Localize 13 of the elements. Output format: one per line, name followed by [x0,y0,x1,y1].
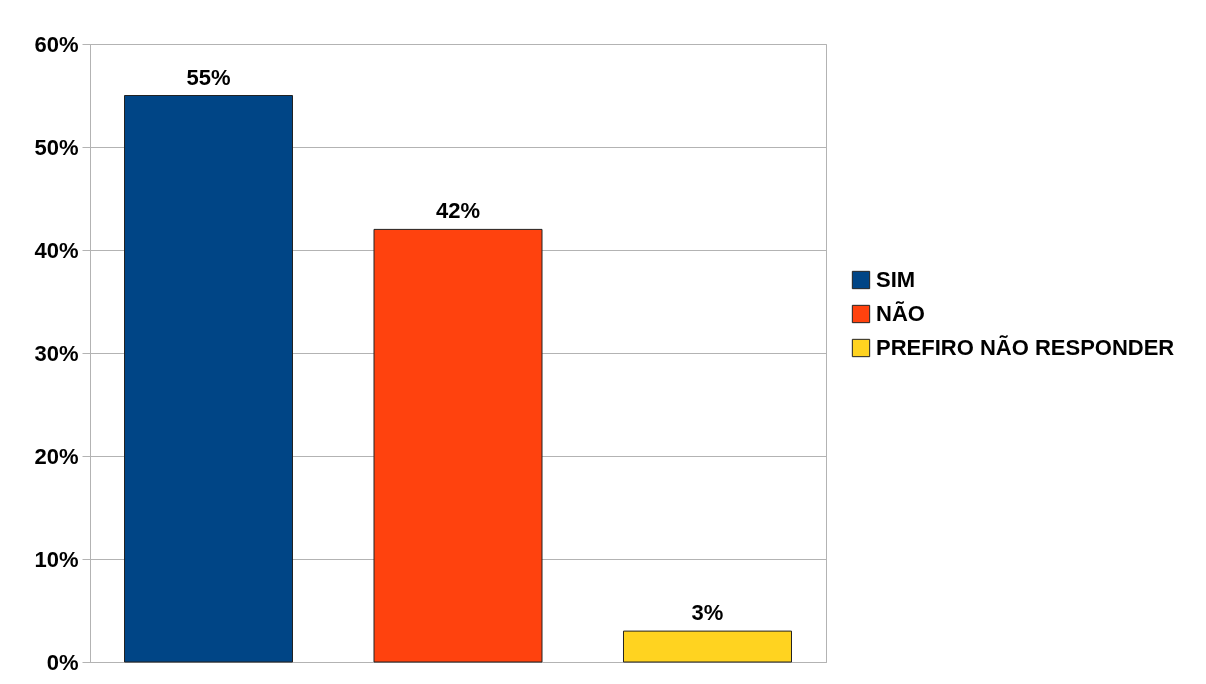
y-tick-label: 50% [34,134,79,160]
legend-label: SIM [876,267,916,292]
legend-label: PREFIRO NÃO RESPONDER [876,335,1175,360]
y-tick-label: 0% [46,649,79,675]
y-tick-label: 60% [34,31,79,57]
legend-label: NÃO [876,301,925,326]
data-label: 3% [691,600,724,626]
data-label: 42% [435,198,481,224]
y-tick-label: 10% [34,546,79,572]
y-tick-label: 30% [34,340,79,366]
y-tick-label: 20% [34,443,79,469]
data-label: 55% [186,64,231,90]
y-tick-label: 40% [34,237,79,263]
